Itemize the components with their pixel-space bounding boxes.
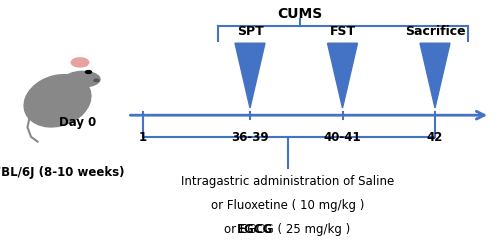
Text: Intragastric administration of Saline: Intragastric administration of Saline [181, 175, 394, 188]
Text: 40-41: 40-41 [324, 131, 362, 144]
Text: SPT: SPT [236, 25, 264, 38]
Text: 36-39: 36-39 [231, 131, 269, 144]
Circle shape [86, 71, 91, 73]
Text: EGCG: EGCG [237, 223, 273, 236]
Ellipse shape [72, 58, 89, 67]
Text: C57BL/6J (8-10 weeks): C57BL/6J (8-10 weeks) [0, 166, 124, 179]
Polygon shape [420, 43, 450, 108]
Polygon shape [328, 43, 358, 108]
Text: 1: 1 [138, 131, 146, 144]
Text: Sacrifice: Sacrifice [404, 25, 466, 38]
Text: or Fluoxetine ( 10 mg/kg ): or Fluoxetine ( 10 mg/kg ) [211, 199, 364, 212]
Ellipse shape [65, 71, 100, 87]
Ellipse shape [24, 75, 91, 127]
Circle shape [94, 79, 99, 82]
Text: or EGCG ( 25 mg/kg ): or EGCG ( 25 mg/kg ) [224, 223, 350, 236]
Text: CUMS: CUMS [278, 7, 322, 21]
Text: 42: 42 [427, 131, 443, 144]
Text: FST: FST [330, 25, 355, 38]
Text: Day 0: Day 0 [59, 116, 96, 129]
Polygon shape [235, 43, 265, 108]
